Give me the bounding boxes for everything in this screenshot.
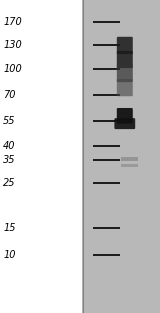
Text: 25: 25 [3,178,16,188]
Text: 10: 10 [3,250,16,260]
Text: 170: 170 [3,17,22,27]
FancyBboxPatch shape [117,37,133,54]
Text: 130: 130 [3,40,22,50]
Bar [82,0,84,313]
Text: 15: 15 [3,223,16,233]
Bar [130,157,138,161]
Text: 100: 100 [3,64,22,74]
Text: 70: 70 [3,90,16,100]
Text: 35: 35 [3,155,16,165]
FancyBboxPatch shape [114,118,135,129]
Bar [83,0,160,313]
Bar [0,0,83,313]
Bar [121,157,130,161]
Bar [130,164,138,167]
Text: 40: 40 [3,141,16,151]
FancyBboxPatch shape [117,65,133,82]
FancyBboxPatch shape [117,51,133,68]
FancyBboxPatch shape [117,79,133,96]
Bar [121,164,130,167]
FancyBboxPatch shape [117,108,133,124]
Text: 55: 55 [3,115,16,126]
